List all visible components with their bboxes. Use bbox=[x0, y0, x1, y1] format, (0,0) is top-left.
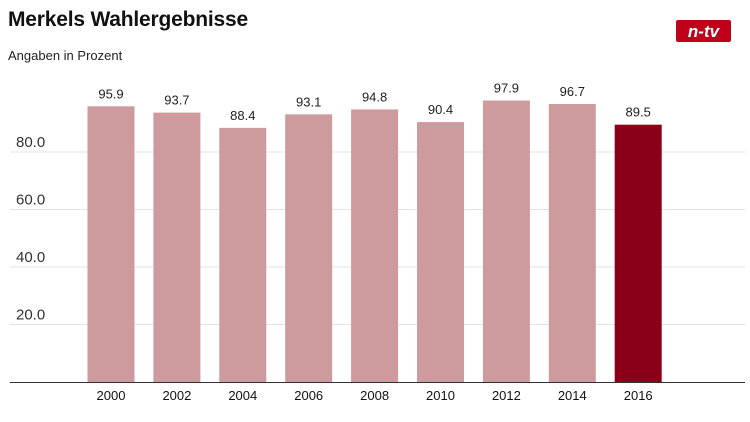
data-label-2000: 95.9 bbox=[98, 86, 123, 101]
y-tick-label: 40.0 bbox=[16, 249, 45, 266]
bar-2016 bbox=[614, 124, 662, 382]
x-tick-label-2006: 2006 bbox=[294, 388, 323, 403]
x-tick-label-2014: 2014 bbox=[558, 388, 587, 403]
bar-2008 bbox=[351, 109, 399, 382]
data-label-2004: 88.4 bbox=[230, 108, 255, 123]
chart-title: Merkels Wahlergebnisse bbox=[8, 8, 248, 31]
data-label-2012: 97.9 bbox=[494, 81, 519, 96]
bars bbox=[87, 100, 662, 383]
y-tick-label: 60.0 bbox=[16, 192, 45, 209]
x-tick-label-2004: 2004 bbox=[228, 388, 257, 403]
chart-subtitle: Angaben in Prozent bbox=[8, 48, 123, 63]
logo-text: n-tv bbox=[688, 22, 721, 41]
data-labels: 95.9 93.7 88.4 93.1 94.8 90.4 97.9 96.7 89.5 bbox=[98, 81, 651, 123]
x-tick-label-2016: 2016 bbox=[624, 388, 653, 403]
y-tick-label: 20.0 bbox=[16, 307, 45, 324]
x-tick-label-2012: 2012 bbox=[492, 388, 521, 403]
x-tick-label-2010: 2010 bbox=[426, 388, 455, 403]
data-label-2008: 94.8 bbox=[362, 89, 387, 104]
y-axis-ticks: 20.0 40.0 60.0 80.0 bbox=[16, 134, 45, 324]
bar-2014 bbox=[548, 103, 596, 383]
data-label-2016: 89.5 bbox=[626, 105, 651, 120]
x-tick-label-2002: 2002 bbox=[162, 388, 191, 403]
logo-background bbox=[676, 20, 731, 42]
data-label-2010: 90.4 bbox=[428, 102, 453, 117]
bar-2010 bbox=[417, 122, 464, 382]
data-label-2014: 96.7 bbox=[560, 84, 585, 99]
bar-2000 bbox=[87, 106, 135, 382]
data-label-2006: 93.1 bbox=[296, 94, 321, 109]
bar-2012 bbox=[482, 100, 530, 382]
bar-2004 bbox=[219, 127, 267, 382]
bar-2002 bbox=[153, 112, 201, 383]
x-tick-label-2008: 2008 bbox=[360, 388, 389, 403]
y-tick-label: 80.0 bbox=[16, 134, 45, 151]
x-axis-ticks: 2000 2002 2004 2006 2008 2010 2012 2014 2016 bbox=[97, 388, 653, 403]
x-tick-label-2000: 2000 bbox=[97, 388, 126, 403]
data-label-2002: 93.7 bbox=[164, 93, 189, 108]
bar-2006 bbox=[285, 114, 333, 383]
ntv-logo: n-tv bbox=[676, 20, 731, 42]
